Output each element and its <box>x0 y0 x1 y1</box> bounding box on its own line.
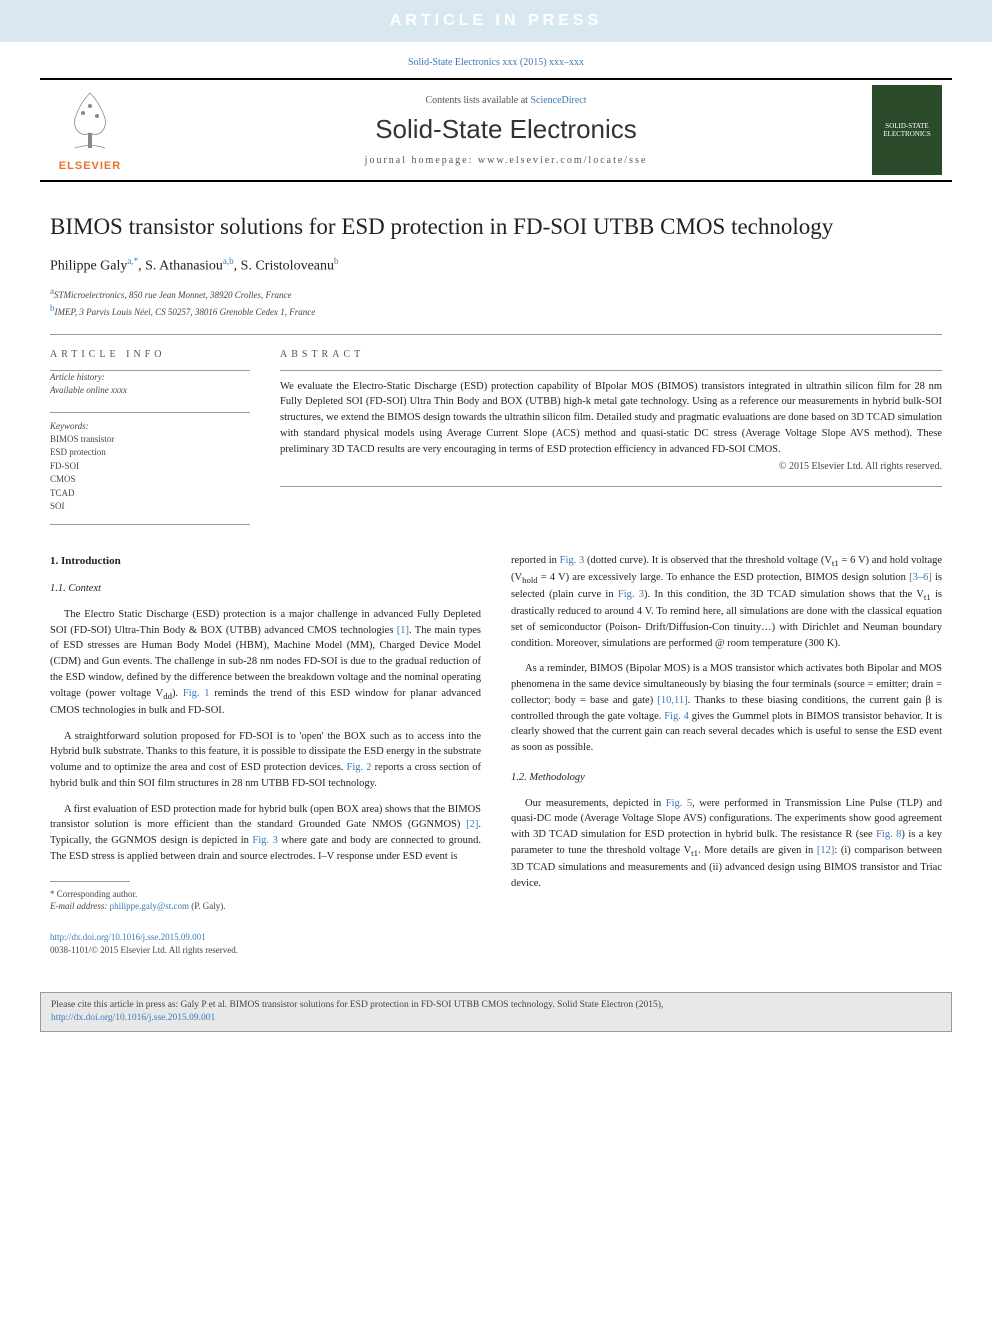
fig-link[interactable]: Fig. 8 <box>876 829 901 840</box>
contents-prefix: Contents lists available at <box>425 95 530 106</box>
article-in-press-banner: ARTICLE IN PRESS <box>0 0 992 42</box>
author-3-aff: b <box>334 256 339 266</box>
keyword: BIMOS transistor <box>50 433 250 447</box>
article-info-label: ARTICLE INFO <box>50 349 250 360</box>
divider <box>280 486 942 487</box>
body-columns: 1. Introduction 1.1. Context The Electro… <box>50 553 942 958</box>
sciencedirect-link[interactable]: ScienceDirect <box>530 95 586 106</box>
author-2: S. Athanasiou <box>145 259 223 274</box>
doi-block: http://dx.doi.org/10.1016/j.sse.2015.09.… <box>50 931 481 958</box>
footnote-separator <box>50 881 130 882</box>
ref-link[interactable]: [12] <box>817 845 835 856</box>
history-label: Article history: <box>50 371 250 385</box>
email-link[interactable]: philippe.galy@st.com <box>110 901 189 911</box>
section-1-2-heading: 1.2. Methodology <box>511 770 942 786</box>
elsevier-label: ELSEVIER <box>59 160 121 172</box>
email-line: E-mail address: philippe.galy@st.com (P.… <box>50 900 481 913</box>
affiliations: aSTMicroelectronics, 850 rue Jean Monnet… <box>50 285 942 320</box>
article-info-box: ARTICLE INFO Article history: Available … <box>50 349 250 525</box>
paragraph: A straightforward solution proposed for … <box>50 729 481 792</box>
paragraph: The Electro Static Discharge (ESD) prote… <box>50 607 481 719</box>
keywords-label: Keywords: <box>50 421 250 431</box>
page: ARTICLE IN PRESS Solid-State Electronics… <box>0 0 992 1323</box>
author-3: S. Cristoloveanu <box>241 259 334 274</box>
corresponding-footnote: * Corresponding author. E-mail address: … <box>50 888 481 913</box>
journal-ref-link[interactable]: Solid-State Electronics xxx (2015) xxx–x… <box>408 57 584 68</box>
fig-link[interactable]: Fig. 3 <box>618 589 644 600</box>
author-2-aff: a,b <box>223 256 234 266</box>
section-1-1-heading: 1.1. Context <box>50 581 481 597</box>
affiliation-b: bIMEP, 3 Parvis Louis Néel, CS 50257, 38… <box>50 302 942 320</box>
section-1-heading: 1. Introduction <box>50 553 481 570</box>
homepage-url: www.elsevier.com/locate/sse <box>478 155 647 166</box>
keywords-box: Keywords: BIMOS transistor ESD protectio… <box>50 412 250 514</box>
fig-link[interactable]: Fig. 2 <box>347 762 372 773</box>
cite-text: Please cite this article in press as: Ga… <box>51 1000 663 1010</box>
ref-link[interactable]: [2] <box>466 819 478 830</box>
paragraph: reported in Fig. 3 (dotted curve). It is… <box>511 553 942 652</box>
copyright-line: © 2015 Elsevier Ltd. All rights reserved… <box>280 461 942 472</box>
keyword: CMOS <box>50 473 250 487</box>
keyword: FD-SOI <box>50 460 250 474</box>
column-left: 1. Introduction 1.1. Context The Electro… <box>50 553 481 958</box>
article-content: BIMOS transistor solutions for ESD prote… <box>0 182 992 978</box>
banner-text: ARTICLE IN PRESS <box>390 12 602 29</box>
paragraph: A first evaluation of ESD protection mad… <box>50 802 481 865</box>
keyword: TCAD <box>50 487 250 501</box>
author-1: Philippe Galy <box>50 259 127 274</box>
author-1-aff: a,* <box>127 256 138 266</box>
divider <box>50 334 942 335</box>
fig-link[interactable]: Fig. 3 <box>252 835 277 846</box>
homepage-line: journal homepage: www.elsevier.com/locat… <box>140 155 872 166</box>
fig-link[interactable]: Fig. 1 <box>183 688 210 699</box>
corresponding-marker[interactable]: * <box>134 256 139 266</box>
meta-row: ARTICLE INFO Article history: Available … <box>50 349 942 525</box>
divider <box>280 370 942 371</box>
keywords-list: BIMOS transistor ESD protection FD-SOI C… <box>50 433 250 514</box>
article-history: Article history: Available online xxxx <box>50 371 250 398</box>
doi-link[interactable]: http://dx.doi.org/10.1016/j.sse.2015.09.… <box>50 932 206 942</box>
ref-link[interactable]: [1] <box>397 625 409 636</box>
article-title: BIMOS transistor solutions for ESD prote… <box>50 212 942 242</box>
abstract-label: ABSTRACT <box>280 349 942 360</box>
keyword: SOI <box>50 500 250 514</box>
elsevier-logo[interactable]: ELSEVIER <box>40 80 140 180</box>
elsevier-tree-icon <box>55 88 125 158</box>
journal-name: Solid-State Electronics <box>140 114 872 145</box>
issn-line: 0038-1101/© 2015 Elsevier Ltd. All right… <box>50 944 481 958</box>
ref-link[interactable]: [10,11] <box>657 695 687 706</box>
cover-title: SOLID-STATE ELECTRONICS <box>872 122 942 139</box>
abstract-box: ABSTRACT We evaluate the Electro-Static … <box>280 349 942 525</box>
journal-reference-line: Solid-State Electronics xxx (2015) xxx–x… <box>0 42 992 78</box>
affiliation-a: aSTMicroelectronics, 850 rue Jean Monnet… <box>50 285 942 303</box>
keyword: ESD protection <box>50 446 250 460</box>
divider <box>50 524 250 525</box>
contents-line: Contents lists available at ScienceDirec… <box>140 95 872 106</box>
authors-line: Philippe Galya,*, S. Athanasioua,b, S. C… <box>50 256 942 275</box>
fig-link[interactable]: Fig. 4 <box>664 711 689 722</box>
journal-cover-thumbnail[interactable]: SOLID-STATE ELECTRONICS <box>872 85 942 175</box>
header-center: Contents lists available at ScienceDirec… <box>140 85 872 176</box>
ref-link[interactable]: [3–6] <box>909 572 932 583</box>
corr-label: * Corresponding author. <box>50 888 481 901</box>
journal-header-bar: ELSEVIER Contents lists available at Sci… <box>40 78 952 182</box>
abstract-text: We evaluate the Electro-Static Discharge… <box>280 379 942 458</box>
paragraph: As a reminder, BIMOS (Bipolar MOS) is a … <box>511 661 942 756</box>
citation-box: Please cite this article in press as: Ga… <box>40 992 952 1033</box>
cite-doi-link[interactable]: http://dx.doi.org/10.1016/j.sse.2015.09.… <box>51 1013 215 1023</box>
fig-link[interactable]: Fig. 3 <box>560 555 585 566</box>
paragraph: Our measurements, depicted in Fig. 5, we… <box>511 796 942 892</box>
column-right: reported in Fig. 3 (dotted curve). It is… <box>511 553 942 958</box>
history-line: Available online xxxx <box>50 384 250 398</box>
fig-link[interactable]: Fig. 5 <box>666 798 692 809</box>
homepage-prefix: journal homepage: <box>365 155 478 166</box>
